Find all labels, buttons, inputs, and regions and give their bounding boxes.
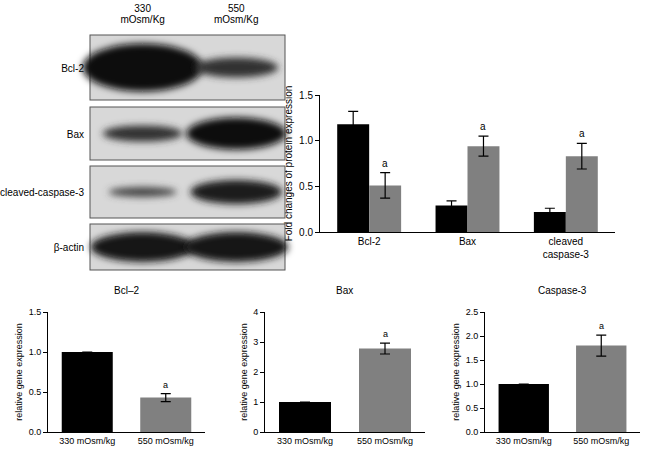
- svg-text:Bax: Bax: [336, 285, 353, 296]
- svg-text:4: 4: [253, 307, 258, 317]
- svg-text:Bcl-2: Bcl-2: [61, 63, 84, 74]
- svg-text:1.5: 1.5: [29, 307, 42, 317]
- svg-text:0.5: 0.5: [466, 403, 479, 413]
- svg-text:a: a: [599, 321, 604, 331]
- svg-text:550 mOsm/kg: 550 mOsm/kg: [138, 436, 194, 446]
- svg-text:550 mOsm/kg: 550 mOsm/kg: [573, 436, 629, 446]
- svg-text:550mOsm/Kg: 550mOsm/Kg: [214, 3, 258, 25]
- svg-text:Bax: Bax: [459, 236, 476, 247]
- svg-text:a: a: [382, 158, 388, 169]
- svg-text:330mOsm/Kg: 330mOsm/Kg: [120, 3, 164, 25]
- svg-text:Bcl–2: Bcl–2: [114, 285, 139, 296]
- svg-text:β-actin: β-actin: [54, 242, 84, 253]
- svg-text:1.0: 1.0: [29, 347, 42, 357]
- svg-text:0.0: 0.0: [466, 427, 479, 437]
- svg-text:1.0: 1.0: [299, 135, 313, 146]
- svg-text:Bax: Bax: [67, 129, 84, 140]
- svg-text:0.0: 0.0: [29, 427, 42, 437]
- svg-text:0.0: 0.0: [299, 227, 313, 238]
- svg-text:a: a: [383, 329, 388, 339]
- svg-text:a: a: [579, 128, 585, 139]
- svg-text:relative gene expression: relative gene expression: [239, 323, 249, 421]
- svg-text:1.0: 1.0: [466, 379, 479, 389]
- svg-text:Fold changes of protein expres: Fold changes of protein expression: [283, 86, 294, 242]
- svg-text:cleavedcaspase-3: cleavedcaspase-3: [543, 236, 590, 260]
- svg-text:2.0: 2.0: [466, 331, 479, 341]
- svg-text:0: 0: [253, 427, 258, 437]
- svg-text:1.5: 1.5: [299, 90, 313, 101]
- svg-text:relative gene expression: relative gene expression: [14, 323, 24, 421]
- svg-text:3: 3: [253, 337, 258, 347]
- svg-text:2: 2: [253, 367, 258, 377]
- svg-text:330 mOsm/kg: 330 mOsm/kg: [496, 436, 552, 446]
- svg-text:Caspase-3: Caspase-3: [538, 285, 587, 296]
- svg-text:Bcl-2: Bcl-2: [358, 236, 381, 247]
- svg-text:relative gene expression: relative gene expression: [451, 323, 461, 421]
- svg-text:a: a: [480, 121, 486, 132]
- svg-text:cleaved-caspase-3: cleaved-caspase-3: [0, 187, 84, 198]
- svg-text:550 mOsm/kg: 550 mOsm/kg: [357, 436, 413, 446]
- svg-text:330 mOsm/kg: 330 mOsm/kg: [277, 436, 333, 446]
- svg-text:0.5: 0.5: [299, 181, 313, 192]
- svg-text:0.5: 0.5: [29, 387, 42, 397]
- svg-text:330 mOsm/kg: 330 mOsm/kg: [59, 436, 115, 446]
- svg-text:a: a: [163, 380, 168, 390]
- svg-text:1.5: 1.5: [466, 355, 479, 365]
- svg-text:1: 1: [253, 397, 258, 407]
- svg-text:2.5: 2.5: [466, 307, 479, 317]
